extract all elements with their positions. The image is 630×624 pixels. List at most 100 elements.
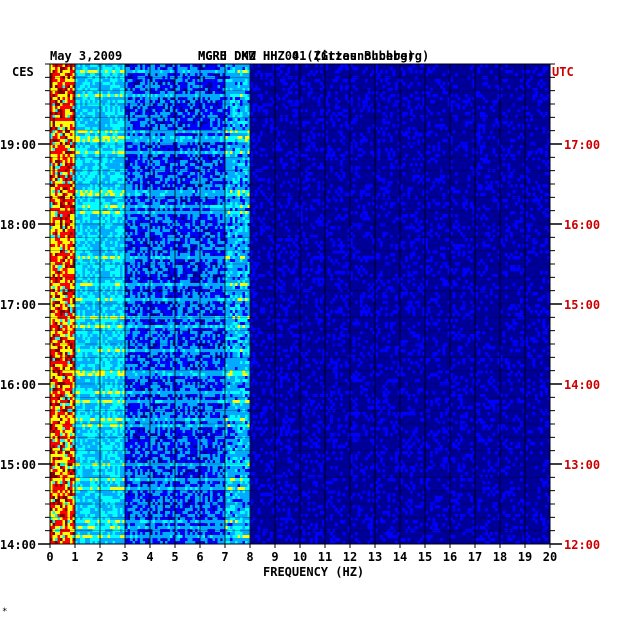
heatmap-cell [72,151,76,155]
heatmap-cell [247,181,251,185]
heatmap-cell [512,157,516,161]
heatmap-cell [260,154,263,158]
heatmap-cell [532,88,536,92]
heatmap-cell [112,151,116,155]
heatmap-cell [397,124,401,128]
heatmap-cell [367,187,371,191]
heatmap-cell [140,175,143,179]
heatmap-cell [122,142,126,146]
heatmap-cell [297,151,301,155]
heatmap-cell [250,136,253,140]
heatmap-cell [227,73,231,77]
heatmap-cell [157,73,161,77]
heatmap-cell [437,142,441,146]
heatmap-cell [362,211,366,215]
heatmap-cell [200,190,203,194]
heatmap-cell [50,121,53,125]
heatmap-cell [110,142,113,146]
heatmap-cell [162,70,166,74]
heatmap-cell [182,106,186,110]
heatmap-cell [125,211,128,215]
heatmap-cell [202,70,206,74]
heatmap-cell [160,91,163,95]
heatmap-cell [375,67,378,71]
heatmap-cell [427,178,431,182]
heatmap-cell [70,196,73,200]
heatmap-cell [70,175,73,179]
heatmap-cell [110,124,113,128]
heatmap-cell [117,127,121,131]
heatmap-cell [77,103,81,107]
heatmap-cell [395,160,398,164]
heatmap-cell [87,142,91,146]
heatmap-cell [215,64,218,68]
heatmap-cell [245,163,248,167]
heatmap-cell [117,190,121,194]
heatmap-cell [92,181,96,185]
heatmap-cell [542,127,546,131]
heatmap-cell [452,187,456,191]
heatmap-cell [230,211,233,215]
heatmap-cell [160,73,163,77]
heatmap-cell [325,196,328,200]
heatmap-cell [352,118,356,122]
heatmap-cell [152,199,156,203]
heatmap-cell [77,193,81,197]
heatmap-cell [472,79,476,83]
heatmap-cell [60,211,63,215]
heatmap-cell [157,109,161,113]
heatmap-cell [132,160,136,164]
heatmap-cell [345,208,348,212]
heatmap-cell [292,157,296,161]
heatmap-cell [247,88,251,92]
heatmap-cell [340,163,343,167]
heatmap-cell [232,157,236,161]
heatmap-cell [95,109,98,113]
heatmap-cell [232,181,236,185]
heatmap-cell [242,109,246,113]
heatmap-cell [70,130,73,134]
heatmap-cell [212,97,216,101]
heatmap-cell [125,175,128,179]
heatmap-cell [55,160,58,164]
heatmap-cell [217,100,221,104]
heatmap-cell [77,196,81,200]
heatmap-cell [135,163,138,167]
heatmap-cell [167,178,171,182]
heatmap-cell [52,157,56,161]
heatmap-cell [97,187,101,191]
heatmap-cell [222,112,226,116]
heatmap-cell [87,100,91,104]
heatmap-cell [70,199,73,203]
heatmap-cell [352,85,356,89]
heatmap-cell [182,133,186,137]
heatmap-cell [497,181,501,185]
heatmap-cell [325,97,328,101]
heatmap-cell [402,121,406,125]
heatmap-cell [192,73,196,77]
heatmap-cell [450,142,453,146]
heatmap-cell [140,91,143,95]
heatmap-cell [90,148,93,152]
heatmap-cell [77,79,81,83]
heatmap-cell [327,91,331,95]
heatmap-cell [125,193,128,197]
heatmap-cell [155,130,158,134]
heatmap-cell [120,73,123,77]
heatmap-cell [102,88,106,92]
heatmap-cell [50,103,53,107]
heatmap-cell [147,139,151,143]
heatmap-cell [87,145,91,149]
heatmap-cell [145,190,148,194]
heatmap-cell [227,211,231,215]
heatmap-cell [450,139,453,143]
heatmap-cell [105,193,108,197]
heatmap-cell [495,181,498,185]
heatmap-cell [477,139,481,143]
heatmap-cell [150,178,153,182]
heatmap-cell [102,85,106,89]
heatmap-cell [65,166,68,170]
heatmap-cell [77,175,81,179]
heatmap-cell [152,64,156,68]
heatmap-cell [235,136,238,140]
